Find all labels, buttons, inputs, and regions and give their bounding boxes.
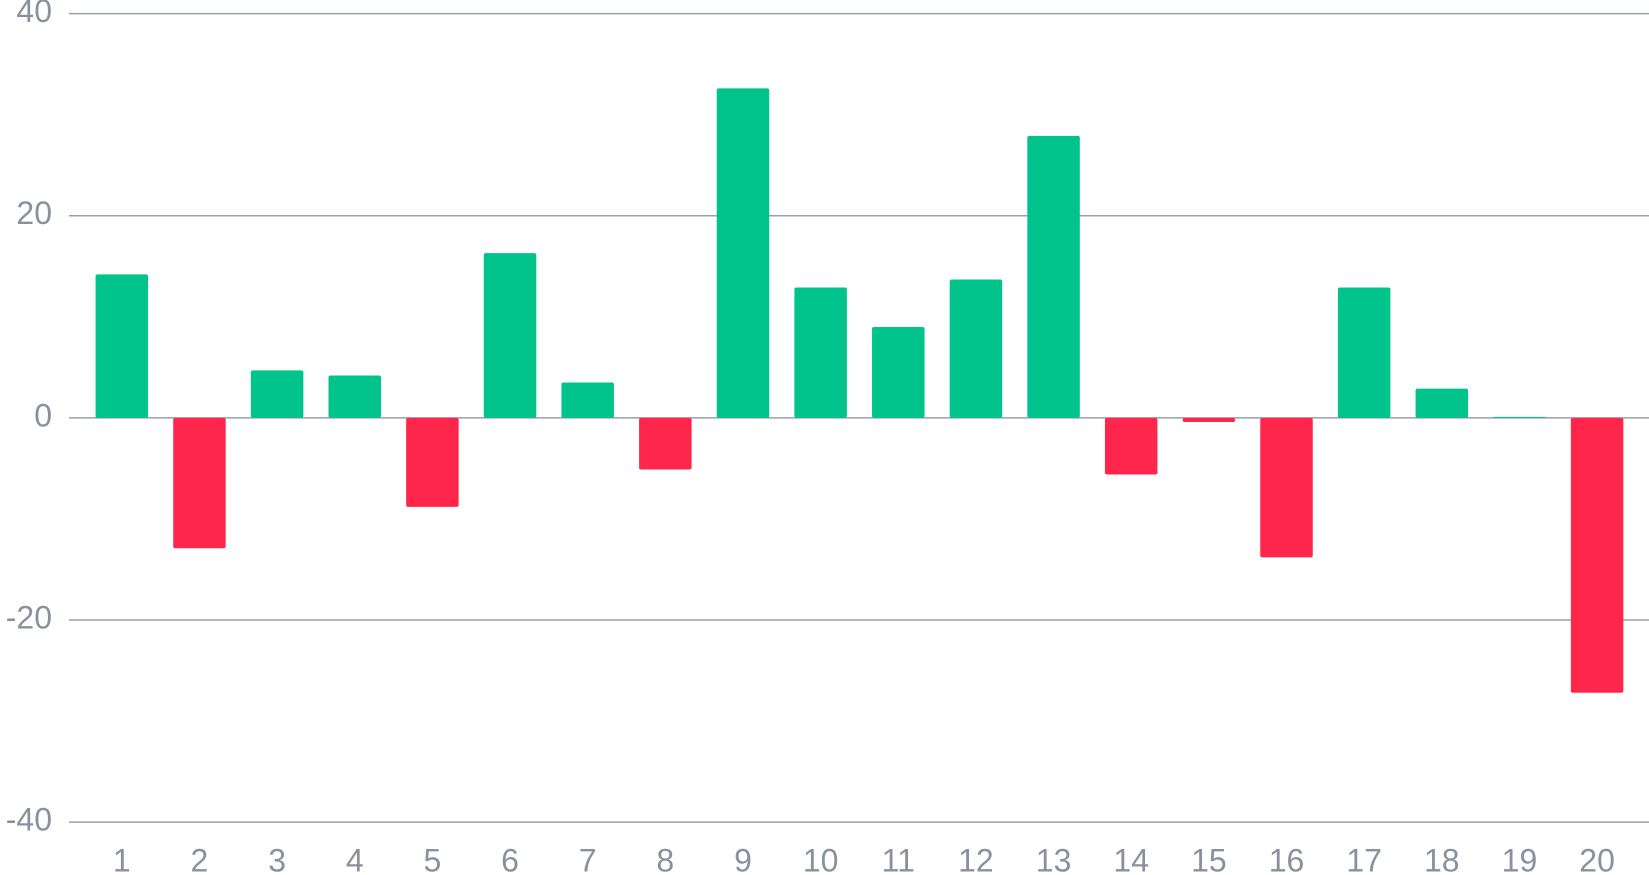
bar [639, 417, 692, 470]
x-tick-label: 13 [1036, 842, 1072, 875]
x-tick-label: 14 [1113, 842, 1149, 875]
x-tick-label: 18 [1424, 842, 1460, 875]
bar [1570, 417, 1624, 693]
x-tick-label: 1 [113, 842, 131, 875]
y-tick-label: 20 [16, 195, 52, 231]
bar [95, 274, 149, 418]
x-tick-label: 3 [268, 842, 286, 875]
bar [949, 279, 1003, 418]
x-tick-label: 10 [803, 842, 839, 875]
x-tick-label: 11 [882, 842, 915, 875]
x-tick-label: 20 [1579, 842, 1615, 875]
x-tick-label: 17 [1346, 842, 1382, 875]
x-tick-label: 19 [1502, 842, 1538, 875]
bar [483, 253, 537, 418]
bar [872, 326, 925, 418]
x-tick-label: 2 [191, 842, 209, 875]
x-tick-label: 6 [501, 842, 519, 875]
bar [173, 417, 226, 549]
bar [406, 417, 459, 507]
y-tick-label: -40 [6, 802, 52, 838]
bar [1337, 287, 1391, 418]
bar [716, 88, 770, 418]
x-tick-label: 8 [656, 842, 674, 875]
x-tick-label: 12 [958, 842, 994, 875]
x-tick-label: 9 [734, 842, 752, 875]
x-tick-label: 5 [423, 842, 441, 875]
bar [1493, 416, 1546, 418]
y-tick-label: -20 [6, 599, 52, 635]
bar [1104, 417, 1158, 475]
y-tick-label: 0 [34, 397, 52, 433]
bar [561, 382, 614, 418]
bar [1260, 417, 1313, 558]
x-tick-label: 4 [346, 842, 364, 875]
y-tick-label: 40 [16, 0, 52, 29]
bar [250, 370, 304, 418]
x-tick-label: 16 [1269, 842, 1305, 875]
bar [794, 287, 847, 418]
bar [328, 375, 381, 418]
bar [1415, 388, 1469, 418]
bar [1182, 417, 1236, 422]
x-tick-label: 7 [579, 842, 597, 875]
x-tick-label: 15 [1191, 842, 1227, 875]
bar [1027, 135, 1080, 418]
